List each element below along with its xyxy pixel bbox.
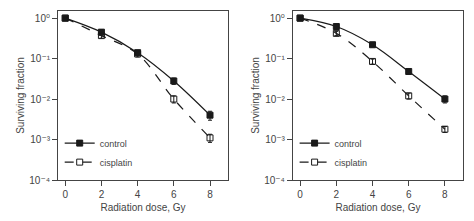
svg-text:6: 6 [406,189,412,200]
svg-text:2: 2 [334,189,340,200]
svg-text:10⁻¹: 10⁻¹ [30,53,50,64]
svg-text:8: 8 [442,189,448,200]
svg-text:10⁻³: 10⁻³ [30,134,50,145]
svg-text:Surviving fraction: Surviving fraction [250,57,261,134]
svg-text:Radiation dose, Gy: Radiation dose, Gy [335,202,420,213]
svg-text:4: 4 [370,189,376,200]
svg-text:10⁻³: 10⁻³ [265,134,285,145]
svg-text:10⁰: 10⁰ [35,13,50,24]
svg-text:0: 0 [297,189,303,200]
svg-text:cisplatin: cisplatin [100,158,133,168]
svg-text:10⁻⁴: 10⁻⁴ [264,175,285,186]
svg-text:0: 0 [62,189,68,200]
svg-text:Radiation dose, Gy: Radiation dose, Gy [101,202,186,213]
svg-text:control: control [335,139,362,149]
svg-text:2: 2 [99,189,105,200]
svg-text:10⁻²: 10⁻² [30,94,50,105]
svg-text:4: 4 [135,189,141,200]
svg-text:10⁻¹: 10⁻¹ [265,53,285,64]
svg-text:10⁻²: 10⁻² [265,94,285,105]
svg-text:10⁰: 10⁰ [270,13,285,24]
svg-text:Surviving fraction: Surviving fraction [15,57,26,134]
svg-text:6: 6 [171,189,177,200]
svg-text:8: 8 [207,189,213,200]
svg-text:control: control [100,139,127,149]
svg-text:cisplatin: cisplatin [335,158,368,168]
svg-text:10⁻⁴: 10⁻⁴ [29,175,50,186]
